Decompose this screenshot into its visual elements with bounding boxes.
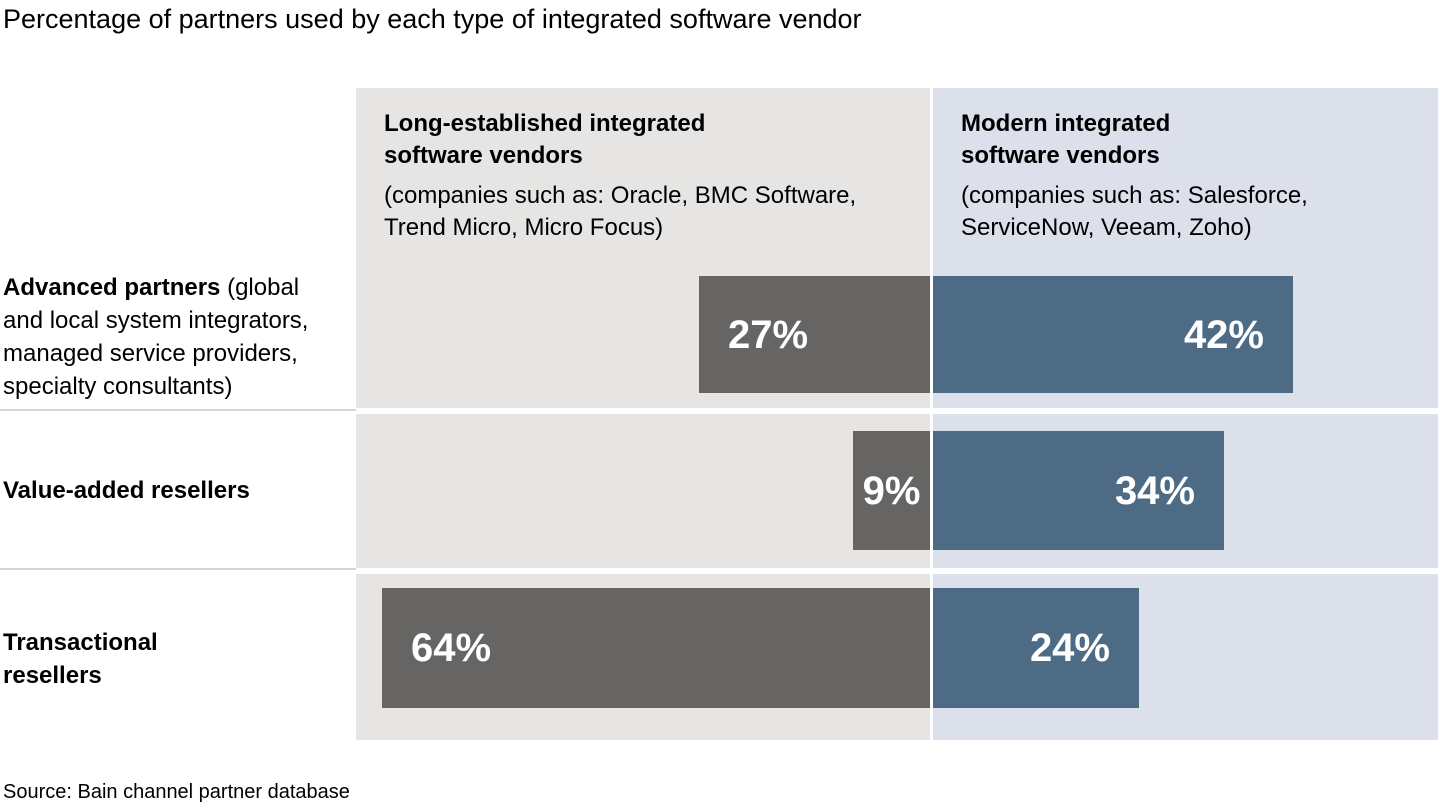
- bar-long-established-value-added-resellers: 9%: [853, 431, 930, 550]
- bar-value-label-long-established-transactional-resellers: 64%: [411, 626, 492, 670]
- column-title-modern: Modern integrated software vendors: [961, 110, 1171, 169]
- bar-long-established-advanced-partners: 27%: [699, 276, 930, 393]
- chart-title: Percentage of partners used by each type…: [3, 4, 862, 34]
- bar-long-established-transactional-resellers: 64%: [382, 588, 930, 708]
- row-label-advanced-partners: Advanced partners (global and local syst…: [3, 274, 309, 400]
- column-header-long-established: Long-established integrated software ven…: [384, 108, 924, 244]
- column-subtitle-modern: (companies such as: Salesforce, ServiceN…: [961, 182, 1308, 241]
- bar-value-label-modern-value-added-resellers: 34%: [1114, 468, 1195, 513]
- row-divider-1: [0, 409, 356, 411]
- bar-value-label-modern-advanced-partners: 42%: [1183, 312, 1264, 357]
- bar-modern-advanced-partners: 42%: [933, 276, 1293, 393]
- bar-modern-transactional-resellers: 24%: [933, 588, 1139, 708]
- column-title-long-established: Long-established integrated software ven…: [384, 110, 706, 169]
- row-label-transactional-resellers: Transactional resellers: [3, 629, 158, 689]
- row-label-value-added-resellers: Value-added resellers: [3, 477, 250, 504]
- row-divider-2: [0, 568, 356, 570]
- source-note: Source: Bain channel partner database: [3, 781, 350, 803]
- bg-long-established-row-2: [356, 414, 930, 568]
- bar-modern-value-added-resellers: 34%: [933, 431, 1224, 550]
- bar-value-label-modern-transactional-resellers: 24%: [1029, 626, 1110, 670]
- bar-value-label-long-established-value-added-resellers: 9%: [862, 468, 921, 513]
- bar-value-label-long-established-advanced-partners: 27%: [728, 312, 809, 357]
- column-subtitle-long-established: (companies such as: Oracle, BMC Software…: [384, 182, 857, 241]
- column-header-modern: Modern integrated software vendors (comp…: [961, 108, 1431, 244]
